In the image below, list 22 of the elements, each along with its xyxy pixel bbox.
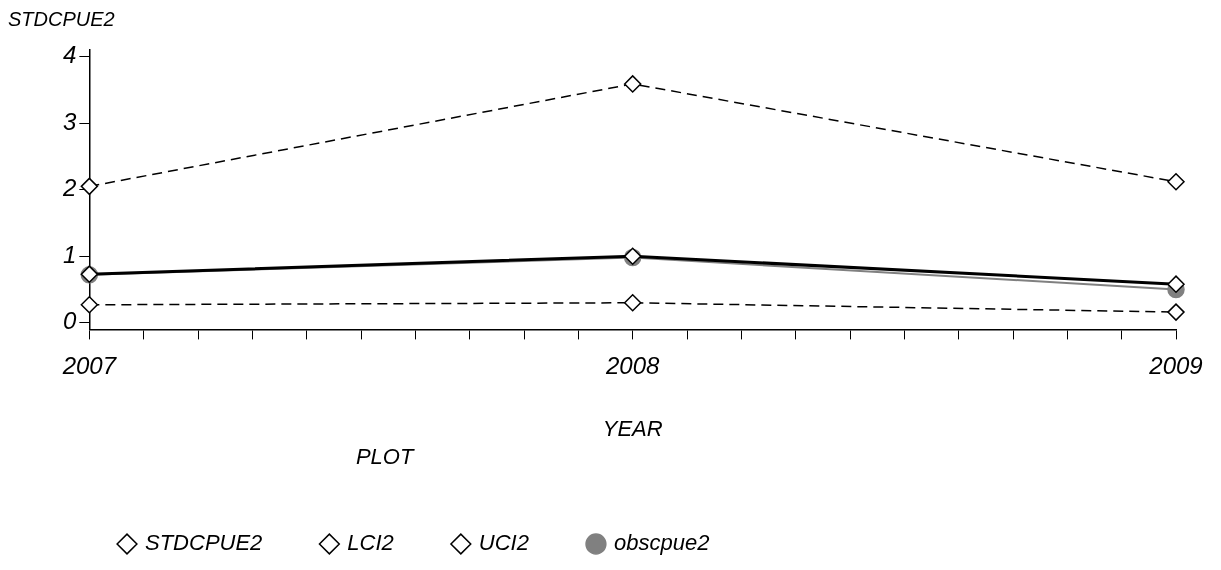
point [1167,303,1185,321]
point [80,296,99,314]
y-tick-label: 0 [62,307,77,335]
y-tick-label: 2 [61,174,77,202]
y-tick-label: 4 [62,41,77,69]
x-tick-label: 2009 [1148,352,1203,380]
y-axis-title: STDCPUE2 [8,7,115,30]
x-axis-title: YEAR [602,415,663,441]
y-tick-label: 1 [62,240,77,268]
point [80,177,99,196]
legend-label: LCI2 [347,530,394,556]
y-tick-label: 3 [62,107,77,135]
point [623,294,642,312]
x-tick-label: 2007 [61,352,118,380]
legend-label: UCI2 [478,530,529,556]
point [623,75,642,93]
point [1167,172,1185,191]
x-tick-label: 2008 [604,352,661,380]
legend-title: PLOT [355,443,415,469]
legend-label: obscpue2 [613,530,710,556]
point [1167,275,1185,293]
legend-label: STDCPUE2 [145,530,263,556]
